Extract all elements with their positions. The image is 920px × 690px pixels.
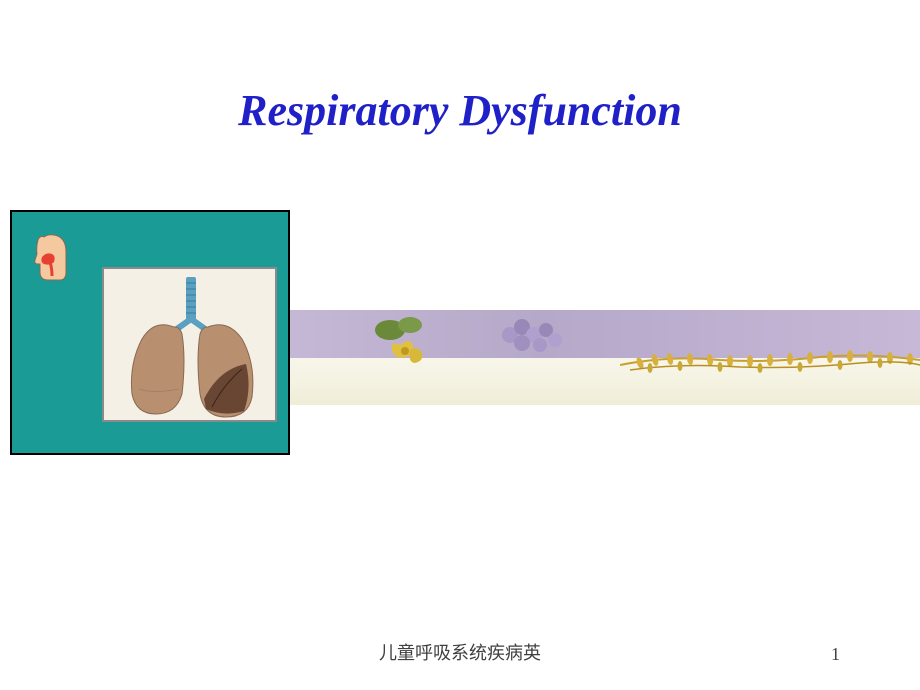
page-number: 1 bbox=[831, 644, 840, 665]
yellow-flower-decoration bbox=[370, 315, 440, 375]
hydrangea-decoration bbox=[490, 310, 580, 358]
lungs-illustration bbox=[102, 267, 277, 422]
decorative-banner bbox=[290, 310, 920, 405]
head-cross-section-icon bbox=[32, 232, 77, 287]
slide-title: Respiratory Dysfunction bbox=[0, 85, 920, 136]
respiratory-image-block bbox=[10, 210, 290, 455]
wheat-grain-decoration bbox=[620, 335, 920, 385]
footer-caption: 儿童呼吸系统疾病英 bbox=[0, 639, 920, 665]
